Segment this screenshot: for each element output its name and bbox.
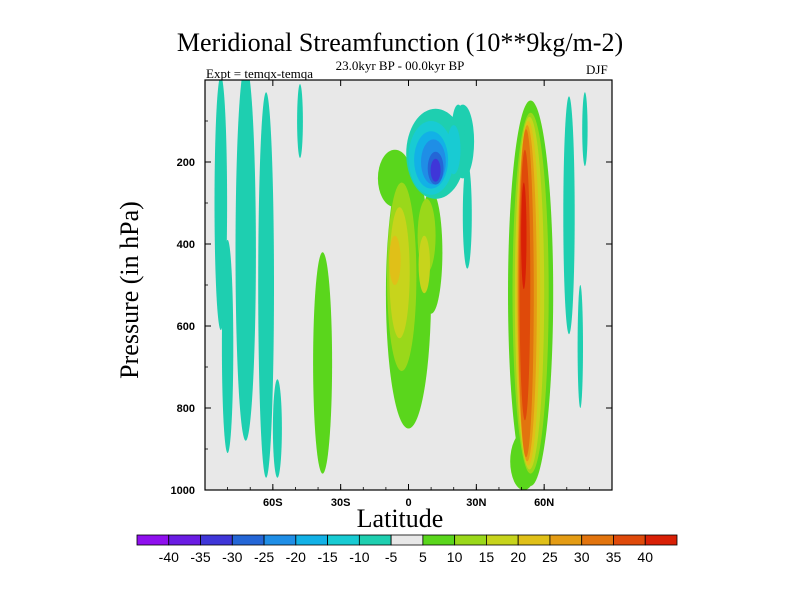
colorbar-swatch bbox=[644, 534, 678, 546]
y-axis: 200 400 600 800 1000 bbox=[171, 120, 612, 497]
colorbar-swatch bbox=[200, 534, 233, 546]
colorbar-swatch bbox=[454, 534, 487, 546]
colorbar-swatch bbox=[295, 534, 328, 546]
contour-field bbox=[214, 80, 588, 490]
contour-region-6 bbox=[313, 252, 333, 474]
contour-region-1 bbox=[221, 239, 234, 454]
contour-region-4 bbox=[272, 379, 282, 478]
chart-title: Meridional Streamfunction (10**9kg/m-2) bbox=[176, 28, 624, 57]
contour-region-14 bbox=[389, 235, 401, 285]
colorbar-label: -40 bbox=[159, 549, 179, 565]
x-tick-label: 30S bbox=[331, 497, 351, 509]
colorbar-swatch bbox=[327, 534, 360, 546]
colorbar-label: -20 bbox=[286, 549, 306, 565]
colorbar-swatch bbox=[168, 534, 201, 546]
contour-region-3 bbox=[258, 92, 274, 478]
colorbar-label: -35 bbox=[190, 549, 210, 565]
season-label: DJF bbox=[586, 62, 608, 77]
colorbar-swatch bbox=[517, 534, 551, 546]
x-tick-label: 60N bbox=[534, 497, 554, 509]
x-axis-label: Latitude bbox=[356, 504, 444, 533]
colorbar-swatch bbox=[358, 534, 392, 546]
colorbar-label: -10 bbox=[349, 549, 369, 565]
colorbar-label: -25 bbox=[254, 549, 274, 565]
colorbar-swatch bbox=[136, 534, 170, 546]
x-tick-label: 0 bbox=[405, 497, 411, 509]
colorbar-swatch bbox=[581, 534, 614, 546]
contour-region-33 bbox=[521, 182, 527, 290]
y-axis-label: Pressure (in hPa) bbox=[115, 201, 144, 379]
y-tick-label: 800 bbox=[177, 403, 195, 415]
colorbar-label: 20 bbox=[510, 549, 526, 565]
colorbar-label: 5 bbox=[419, 549, 427, 565]
contour-region-5 bbox=[297, 84, 303, 158]
colorbar-label: 25 bbox=[542, 549, 558, 565]
y-tick-label: 200 bbox=[177, 157, 195, 169]
colorbar-label: 30 bbox=[574, 549, 590, 565]
contour-region-36 bbox=[582, 92, 588, 167]
colorbar-label: 10 bbox=[447, 549, 463, 565]
y-tick-label: 1000 bbox=[171, 485, 195, 497]
chart-subtitle: 23.0kyr BP - 00.0kyr BP bbox=[335, 58, 465, 73]
colorbar-swatch bbox=[549, 534, 583, 546]
contour-region-35 bbox=[577, 285, 583, 408]
contour-region-20 bbox=[446, 125, 461, 175]
colorbar-label: 15 bbox=[479, 549, 495, 565]
contour-region-24 bbox=[430, 158, 441, 182]
y-tick-label: 400 bbox=[177, 239, 195, 251]
contour-region-2 bbox=[235, 80, 256, 441]
colorbar-swatch bbox=[263, 534, 297, 546]
x-tick-label: 60S bbox=[263, 497, 283, 509]
colorbar-swatch bbox=[231, 534, 265, 546]
colorbar-swatch bbox=[486, 534, 519, 546]
colorbar-label: -5 bbox=[385, 549, 398, 565]
x-tick-label: 30N bbox=[466, 497, 486, 509]
colorbar-label: -30 bbox=[222, 549, 242, 565]
colorbar-label: 40 bbox=[637, 549, 653, 565]
colorbar: -40 -35 -30 -25 -20 -15 -10 -5 5 10 15 20 25 30 35 40 bbox=[136, 534, 678, 565]
contour-region-13 bbox=[418, 235, 430, 294]
colorbar-swatch bbox=[390, 534, 424, 546]
y-tick-label: 600 bbox=[177, 321, 195, 333]
colorbar-label: 35 bbox=[606, 549, 622, 565]
colorbar-swatch bbox=[613, 534, 646, 546]
experiment-label: Expt = temqx-temqa bbox=[206, 66, 313, 81]
x-axis: 60S 30S 0 30N 60N bbox=[227, 80, 590, 509]
colorbar-swatch bbox=[422, 534, 456, 546]
contour-region-17 bbox=[462, 162, 472, 269]
contour-region-34 bbox=[563, 96, 575, 335]
colorbar-label: -15 bbox=[317, 549, 337, 565]
